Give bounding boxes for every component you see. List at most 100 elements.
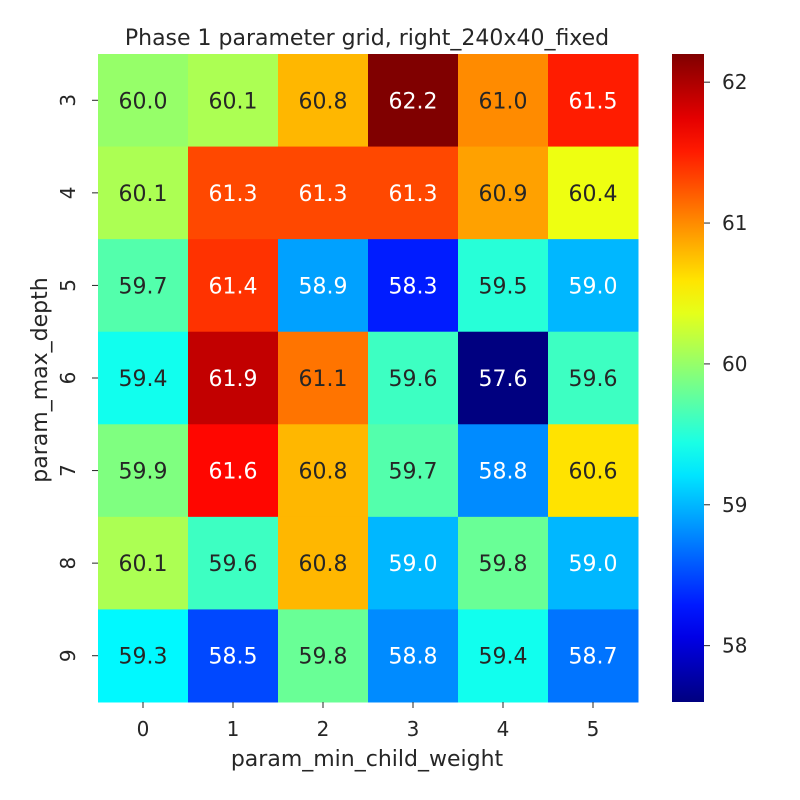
colorbar-ticks: 58 59 60 61 62 xyxy=(704,70,747,658)
cell-value-label: 60.8 xyxy=(299,89,348,114)
cell-value-label: 59.6 xyxy=(209,552,258,577)
cell-value-label: 60.8 xyxy=(299,552,348,577)
cell-value-label: 59.8 xyxy=(299,645,348,670)
heatmap-cell xyxy=(98,146,189,240)
heatmap-cell xyxy=(188,424,279,518)
cell-value-label: 58.8 xyxy=(389,645,438,670)
heatmap-cell-labels: 60.0 60.1 60.8 62.2 61.0 61.5 60.1 61.3 61.3 61.3… xyxy=(119,89,618,669)
heatmap-cell xyxy=(458,516,549,610)
heatmap-cell xyxy=(548,331,639,425)
heatmap-cell xyxy=(368,424,459,518)
heatmap-cell xyxy=(458,239,549,333)
heatmap-cell xyxy=(278,54,369,148)
y-tick-label: 3 xyxy=(56,94,80,107)
cell-value-label: 59.0 xyxy=(569,274,618,299)
heatmap-cell xyxy=(278,239,369,333)
heatmap-cell xyxy=(188,146,279,240)
heatmap-cell xyxy=(98,239,189,333)
colorbar xyxy=(672,54,704,702)
cell-value-label: 59.0 xyxy=(569,552,618,577)
cell-value-label: 60.6 xyxy=(569,460,618,485)
heatmap-cell xyxy=(368,516,459,610)
cell-value-label: 58.3 xyxy=(389,274,438,299)
heatmap-cell xyxy=(458,54,549,148)
cell-value-label: 61.1 xyxy=(299,367,348,392)
heatmap-cell xyxy=(368,54,459,148)
cell-value-label: 59.8 xyxy=(479,552,528,577)
cell-value-label: 59.6 xyxy=(569,367,618,392)
y-tick-label: 9 xyxy=(56,649,80,662)
heatmap-cell xyxy=(278,424,369,518)
colorbar-tick-label: 60 xyxy=(722,352,747,376)
y-tick-label: 8 xyxy=(56,557,80,570)
cell-value-label: 59.7 xyxy=(119,274,168,299)
cell-value-label: 60.1 xyxy=(119,182,168,207)
y-tick-label: 4 xyxy=(56,186,80,199)
y-axis-ticks: 3 4 5 6 7 8 9 xyxy=(56,94,98,662)
heatmap-cell xyxy=(188,331,279,425)
heatmap-cell xyxy=(368,239,459,333)
heatmap-cell xyxy=(278,331,369,425)
cell-value-label: 58.9 xyxy=(299,274,348,299)
heatmap-cell xyxy=(98,331,189,425)
cell-value-label: 61.3 xyxy=(389,182,438,207)
y-tick-label: 6 xyxy=(56,372,80,385)
colorbar-tick-label: 61 xyxy=(722,211,747,235)
heatmap-cell xyxy=(458,146,549,240)
heatmap-cell xyxy=(368,331,459,425)
colorbar-tick-label: 59 xyxy=(722,493,747,517)
cell-value-label: 59.4 xyxy=(479,645,528,670)
cell-value-label: 60.8 xyxy=(299,460,348,485)
chart-title: Phase 1 parameter grid, right_240x40_fix… xyxy=(125,26,609,51)
cell-value-label: 61.3 xyxy=(299,182,348,207)
x-tick-label: 0 xyxy=(137,717,150,741)
colorbar-tick-label: 62 xyxy=(722,70,747,94)
cell-value-label: 59.7 xyxy=(389,460,438,485)
colorbar-tick-label: 58 xyxy=(722,634,747,658)
cell-value-label: 59.5 xyxy=(479,274,528,299)
x-tick-label: 5 xyxy=(587,717,600,741)
x-tick-label: 2 xyxy=(317,717,330,741)
heatmap-cell xyxy=(98,424,189,518)
heatmap-cell xyxy=(188,239,279,333)
heatmap-cell xyxy=(458,609,549,703)
heatmap-cell xyxy=(188,609,279,703)
heatmap-cell xyxy=(548,516,639,610)
cell-value-label: 58.5 xyxy=(209,645,258,670)
cell-value-label: 61.5 xyxy=(569,89,618,114)
heatmap-cell xyxy=(548,146,639,240)
heatmap-cell xyxy=(98,609,189,703)
heatmap-cell xyxy=(98,516,189,610)
heatmap-cell xyxy=(548,609,639,703)
cell-value-label: 58.8 xyxy=(479,460,528,485)
cell-value-label: 61.0 xyxy=(479,89,528,114)
cell-value-label: 60.9 xyxy=(479,182,528,207)
cell-value-label: 61.4 xyxy=(209,274,258,299)
cell-value-label: 59.3 xyxy=(119,645,168,670)
cell-value-label: 61.3 xyxy=(209,182,258,207)
heatmap-cell xyxy=(548,239,639,333)
heatmap-cell xyxy=(458,331,549,425)
x-tick-label: 3 xyxy=(407,717,420,741)
heatmap-cell xyxy=(278,609,369,703)
cell-value-label: 60.1 xyxy=(209,89,258,114)
heatmap-cells xyxy=(98,54,639,703)
heatmap-cell xyxy=(188,54,279,148)
x-axis-label: param_min_child_weight xyxy=(231,747,504,772)
cell-value-label: 58.7 xyxy=(569,645,618,670)
x-tick-label: 1 xyxy=(227,717,240,741)
y-tick-label: 7 xyxy=(56,464,80,477)
cell-value-label: 60.1 xyxy=(119,552,168,577)
heatmap-cell xyxy=(458,424,549,518)
cell-value-label: 62.2 xyxy=(389,89,438,114)
heatmap-cell xyxy=(548,54,639,148)
cell-value-label: 59.0 xyxy=(389,552,438,577)
heatmap-cell xyxy=(278,516,369,610)
heatmap-cell xyxy=(98,54,189,148)
heatmap-cell xyxy=(368,609,459,703)
heatmap-cell xyxy=(188,516,279,610)
cell-value-label: 61.6 xyxy=(209,460,258,485)
cell-value-label: 59.9 xyxy=(119,460,168,485)
heatmap-cell xyxy=(278,146,369,240)
